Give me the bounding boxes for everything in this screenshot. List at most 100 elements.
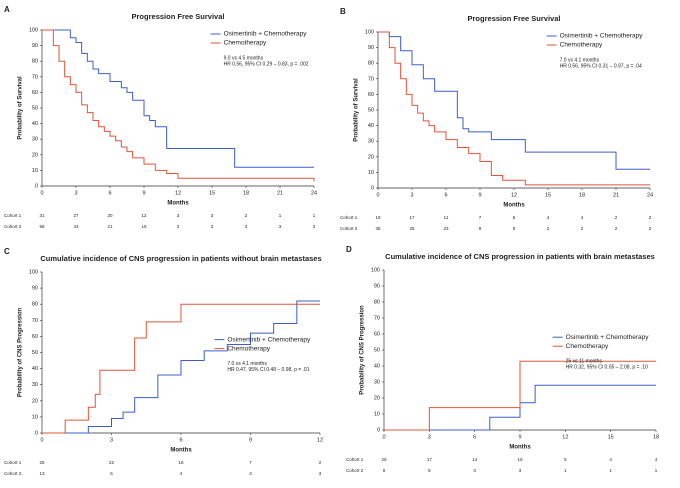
at-risk-value: 4: [547, 215, 550, 220]
legend-label: Osimertinib + Chemotherapy: [566, 334, 650, 341]
at-risk-label: Cohort 1: [4, 213, 22, 218]
y-tick-label: 90: [32, 286, 38, 292]
x-tick-label: 21: [613, 192, 619, 198]
at-risk-label: Cohort 2: [4, 224, 22, 229]
at-risk-value: 2: [547, 226, 550, 231]
y-tick-label: 60: [374, 331, 380, 337]
x-tick-label: 18: [653, 434, 659, 440]
step-line: [42, 303, 320, 434]
y-tick-label: 60: [368, 92, 374, 98]
at-risk-value: 3: [211, 213, 214, 218]
y-tick-label: 30: [374, 379, 380, 385]
y-tick-label: 50: [368, 107, 374, 113]
at-risk-value: 27: [73, 213, 79, 218]
x-tick-label: 6: [108, 190, 111, 196]
x-tick-label: 9: [518, 434, 521, 440]
at-risk-value: 31: [39, 213, 45, 218]
y-tick-label: 20: [32, 152, 38, 158]
y-tick-label: 50: [32, 350, 38, 356]
x-tick-label: 9: [478, 192, 481, 198]
y-tick-label: 40: [32, 366, 38, 372]
at-risk-value: 3: [313, 224, 316, 229]
y-tick-label: 50: [32, 105, 38, 111]
y-tick-label: 100: [29, 269, 38, 275]
x-axis-label: Months: [509, 445, 531, 451]
y-axis-label: Probability of Survival: [354, 78, 360, 142]
y-axis-label: Probability of Survival: [18, 76, 24, 140]
y-tick-label: 50: [374, 347, 380, 353]
at-risk-value: 2: [245, 213, 248, 218]
at-risk-value: 3: [473, 468, 476, 473]
step-line: [378, 31, 650, 170]
y-tick-label: 100: [29, 27, 38, 33]
x-tick-label: 6: [473, 434, 476, 440]
at-risk-value: 12: [141, 213, 147, 218]
legend-label: Osimertinib + Chemotherapy: [227, 336, 311, 343]
y-tick-label: 30: [32, 137, 38, 143]
y-tick-label: 70: [32, 318, 38, 324]
x-tick-label: 18: [243, 190, 249, 196]
x-tick-label: 15: [209, 190, 215, 196]
at-risk-value: 3: [319, 471, 322, 476]
at-risk-value: 3: [211, 224, 214, 229]
y-tick-label: 100: [365, 29, 374, 35]
at-risk-value: 3: [177, 224, 180, 229]
x-tick-label: 12: [317, 437, 323, 443]
x-tick-label: 3: [410, 192, 413, 198]
at-risk-value: 8: [428, 468, 431, 473]
step-line: [42, 29, 314, 168]
at-risk-value: 2: [649, 226, 652, 231]
at-risk-value: 11: [444, 215, 449, 220]
annotation: 7.0 vs 4.1 months: [560, 57, 600, 63]
at-risk-value: 1: [313, 213, 316, 218]
y-axis-label: Probability of CNS Progression: [18, 307, 24, 397]
at-risk-value: 25: [39, 460, 45, 465]
x-tick-label: 6: [179, 437, 182, 443]
y-tick-label: 0: [371, 185, 374, 191]
x-tick-label: 0: [40, 437, 43, 443]
at-risk-value: 3: [279, 224, 282, 229]
x-axis-label: Months: [170, 448, 192, 454]
at-risk-value: 2: [319, 460, 322, 465]
annotation: HR 0.32, 95% CI 0.05 – 2.08, p = .10: [566, 365, 648, 371]
at-risk-value: 2: [581, 226, 584, 231]
y-tick-label: 10: [32, 414, 38, 420]
at-risk-value: 3: [245, 224, 248, 229]
y-tick-label: 90: [32, 43, 38, 49]
y-tick-label: 20: [374, 395, 380, 401]
step-line: [378, 31, 650, 186]
at-risk-value: 15: [141, 224, 147, 229]
panel-label: A: [4, 5, 10, 14]
at-risk-value: 36: [375, 226, 381, 231]
y-tick-label: 80: [32, 59, 38, 65]
annotation: HR 0.47, 95% CI 0.48 – 0.98, p = .01: [227, 367, 309, 373]
panel-label: B: [340, 7, 346, 16]
at-risk-value: 43: [73, 224, 79, 229]
step-line: [42, 29, 315, 182]
at-risk-label: Cohort 2: [346, 468, 364, 473]
y-tick-label: 40: [374, 363, 380, 369]
y-tick-label: 70: [32, 74, 38, 80]
at-risk-value: 19: [375, 215, 381, 220]
y-tick-label: 80: [368, 61, 374, 67]
at-risk-value: 21: [107, 224, 113, 229]
at-risk-value: 1: [609, 468, 612, 473]
chart-title: Progression Free Survival: [468, 14, 561, 23]
at-risk-value: 22: [109, 460, 115, 465]
at-risk-value: 6: [110, 471, 113, 476]
at-risk-label: Cohort 1: [340, 215, 358, 220]
annotation: 9.0 vs 4.5 months: [224, 55, 264, 61]
x-tick-label: 9: [142, 190, 145, 196]
at-risk-value: 4: [609, 457, 612, 462]
legend-label: Chemotherapy: [227, 345, 270, 352]
x-tick-label: 18: [579, 192, 585, 198]
y-tick-label: 70: [374, 315, 380, 321]
x-tick-label: 3: [428, 434, 431, 440]
step-line: [384, 384, 656, 431]
legend-label: Osimertinib + Chemotherapy: [560, 33, 644, 40]
step-line: [384, 360, 656, 431]
x-tick-label: 12: [175, 190, 181, 196]
x-axis-label: Months: [503, 203, 525, 209]
legend-label: Osimertinib + Chemotherapy: [224, 31, 308, 38]
y-tick-label: 60: [32, 334, 38, 340]
